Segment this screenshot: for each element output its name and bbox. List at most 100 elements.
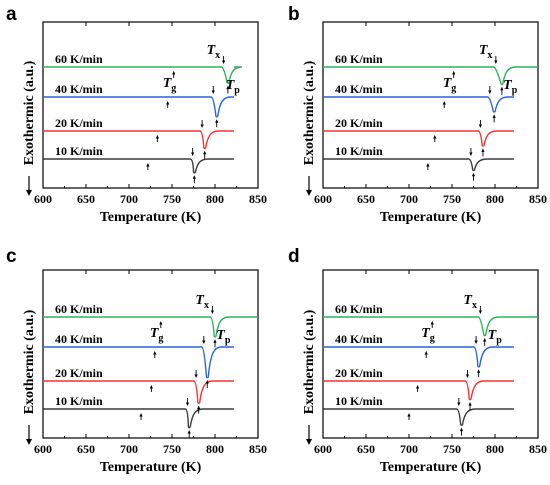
y-axis-arrowhead-icon	[26, 190, 32, 196]
tx-label-symbol: T	[479, 43, 489, 58]
series-line-4	[43, 66, 242, 85]
panel-letter: c	[6, 246, 17, 267]
tp-marker-head-icon	[205, 380, 209, 384]
tx-label-subscript: x	[487, 50, 492, 61]
tg-label-symbol: T	[150, 326, 160, 341]
tx-marker-head-icon	[202, 340, 206, 344]
x-tick-label: 800	[486, 192, 504, 206]
tp-marker-head-icon	[213, 339, 217, 343]
x-tick-label: 850	[249, 192, 267, 206]
tp-marker-head-icon	[192, 175, 196, 179]
tx-label-symbol: T	[195, 293, 205, 308]
x-tick-label: 750	[443, 192, 461, 206]
tp-marker-head-icon	[226, 85, 230, 90]
tg-label-subscript: g	[451, 83, 456, 94]
panel-letter: a	[6, 4, 17, 25]
y-axis-title: Exothermic (a.u.)	[22, 60, 37, 165]
y-axis-title: Exothermic (a.u.)	[302, 309, 317, 414]
series-line-2	[43, 380, 234, 405]
tx-marker-head-icon	[200, 124, 204, 128]
series-label: 40 K/min	[55, 332, 103, 346]
x-tick-label: 750	[443, 442, 461, 456]
tp-marker-head-icon	[187, 430, 191, 434]
tp-label: Tp	[226, 78, 241, 96]
tp-label-symbol: T	[226, 78, 236, 93]
tp-label-symbol: T	[216, 328, 226, 343]
tp-marker-head-icon	[459, 427, 464, 432]
series-label: 10 K/min	[335, 394, 383, 408]
tx-label-subscript: x	[215, 50, 220, 61]
y-axis-title: Exothermic (a.u.)	[302, 60, 317, 165]
tg-label-symbol: T	[163, 76, 173, 91]
tg-label-symbol: T	[443, 76, 453, 91]
y-axis-arrowhead-icon	[26, 439, 32, 445]
tx-marker-head-icon	[210, 310, 215, 314]
tp-label-subscript: p	[225, 335, 231, 346]
tg-marker-head-icon	[166, 101, 170, 105]
series-label: 10 K/min	[55, 144, 103, 158]
tp-label: Tp	[216, 328, 231, 346]
x-tick-label: 750	[163, 442, 181, 456]
tp-marker-head-icon	[477, 369, 481, 373]
tg-marker-head-icon	[452, 71, 456, 75]
tx-marker-head-icon	[457, 402, 461, 406]
tx-label-symbol: T	[463, 293, 473, 308]
x-tick-label: 800	[206, 442, 224, 456]
x-tick-label: 800	[206, 192, 224, 206]
tp-marker-head-icon	[481, 148, 485, 152]
tg-label: Tg	[421, 326, 435, 344]
tx-label-symbol: T	[207, 43, 217, 58]
tp-marker-head-icon	[468, 402, 472, 406]
tx-marker-head-icon	[194, 374, 198, 378]
x-tick-label: 700	[400, 192, 418, 206]
tg-marker-head-icon	[159, 321, 163, 325]
tx-marker-head-icon	[465, 374, 470, 378]
series-line-1	[323, 158, 514, 172]
series-label: 40 K/min	[55, 82, 103, 96]
x-tick-label: 700	[120, 442, 138, 456]
plot-frame	[322, 21, 539, 189]
tx-marker-head-icon	[478, 124, 482, 128]
series-label: 60 K/min	[335, 52, 383, 66]
panel-a: a 600 650 700 750 800 850 Temperature (K) Exothe…	[6, 4, 267, 225]
series-line-2	[323, 130, 514, 147]
series-label: 20 K/min	[335, 366, 383, 380]
x-tick-label: 700	[400, 442, 418, 456]
series-label: 60 K/min	[55, 302, 103, 316]
tx-marker-head-icon	[474, 340, 478, 344]
series-line-4	[323, 66, 538, 86]
x-tick-label: 650	[77, 442, 95, 456]
series-label: 20 K/min	[55, 366, 103, 380]
tx-label-subscript: x	[204, 300, 209, 311]
series-line-2	[323, 380, 514, 401]
tg-marker-head-icon	[433, 135, 437, 139]
y-axis-title: Exothermic (a.u.)	[22, 309, 37, 414]
panel-letter: d	[288, 246, 300, 267]
series-label: 60 K/min	[335, 302, 383, 316]
tx-label: Tx	[463, 293, 477, 311]
tx-marker-head-icon	[185, 402, 190, 406]
tg-marker-head-icon	[442, 101, 446, 105]
plot-frame	[322, 269, 539, 439]
tx-marker-head-icon	[494, 60, 498, 64]
x-tick-label: 650	[357, 442, 375, 456]
tp-label: Tp	[488, 328, 503, 346]
x-tick-label: 600	[314, 442, 332, 456]
tg-marker-head-icon	[155, 135, 159, 139]
tx-label-subscript: x	[472, 300, 477, 311]
tx-marker-head-icon	[191, 152, 195, 156]
tp-marker-head-icon	[215, 119, 219, 123]
series-line-3	[323, 96, 514, 113]
tp-label-symbol: T	[488, 328, 498, 343]
y-axis-arrowhead-icon	[306, 439, 312, 445]
series-label: 20 K/min	[335, 116, 383, 130]
x-tick-label: 750	[163, 192, 181, 206]
tg-marker-head-icon	[416, 385, 420, 389]
plot-frame	[42, 269, 259, 439]
series-label: 20 K/min	[55, 116, 103, 130]
tp-marker-head-icon	[203, 150, 207, 155]
x-tick-label: 650	[357, 192, 375, 206]
tx-marker-head-icon	[469, 152, 473, 156]
